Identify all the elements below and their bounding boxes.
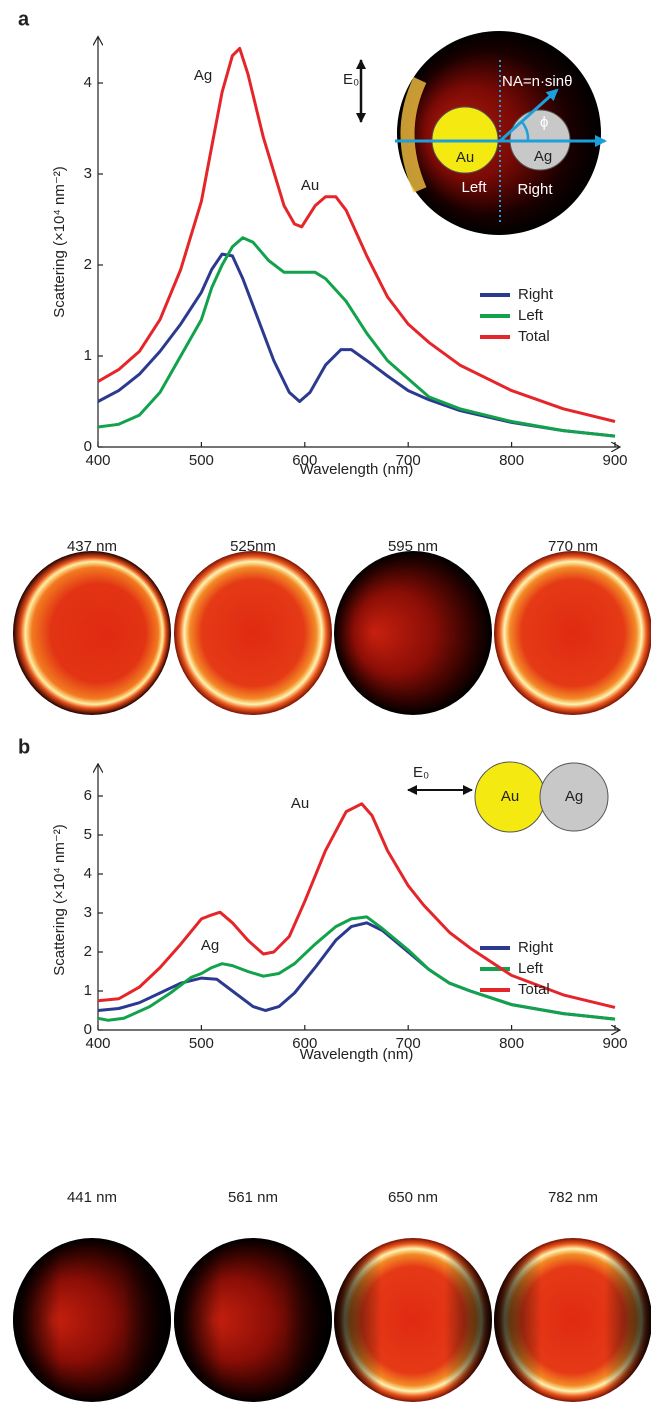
legend-label: Left xyxy=(518,960,544,977)
image-caption: 595 nm xyxy=(388,538,438,555)
annotation: Ag xyxy=(201,937,219,954)
series-line xyxy=(97,252,616,438)
inset-label: Ag xyxy=(534,148,552,165)
panel-label: b xyxy=(18,736,30,758)
x-tick-label: 700 xyxy=(396,452,421,469)
field-image xyxy=(494,551,651,715)
field-image-shade xyxy=(13,1238,171,1402)
legend-label: Total xyxy=(518,328,550,345)
field-image xyxy=(334,551,492,715)
x-tick-label: 900 xyxy=(602,1035,627,1052)
inset-label: E₀ xyxy=(343,71,359,88)
annotation: Au xyxy=(301,177,319,194)
field-image-shade xyxy=(494,1238,651,1402)
inset-label: E₀ xyxy=(413,764,429,781)
y-tick-label: 6 xyxy=(84,787,92,804)
field-image xyxy=(174,551,332,715)
inset-label: NA=n·sinθ xyxy=(502,73,572,90)
series-line xyxy=(97,802,616,1009)
inset-a xyxy=(356,31,607,235)
inset-label: Au xyxy=(501,788,519,805)
y-axis-label: Scattering (×10⁴ nm⁻²) xyxy=(51,166,68,318)
field-image xyxy=(13,551,171,715)
annotation: Au xyxy=(291,795,309,812)
panel-label: a xyxy=(18,8,30,30)
legend-label: Left xyxy=(518,307,544,324)
annotation: Ag xyxy=(194,67,212,84)
inset-label: ϕ xyxy=(540,114,548,131)
image-caption: 650 nm xyxy=(388,1189,438,1206)
y-tick-label: 1 xyxy=(84,347,92,364)
y-tick-label: 2 xyxy=(84,256,92,273)
inset-b xyxy=(407,761,609,833)
field-image-shade xyxy=(174,1238,332,1402)
series-line xyxy=(97,46,616,423)
x-tick-label: 500 xyxy=(189,452,214,469)
x-tick-label: 900 xyxy=(602,452,627,469)
y-tick-label: 5 xyxy=(84,826,92,843)
y-tick-label: 4 xyxy=(84,865,92,882)
x-axis-label: Wavelength (nm) xyxy=(300,461,414,478)
legend-label: Right xyxy=(518,286,554,303)
inset-label: Right xyxy=(517,181,553,198)
field-image-shade xyxy=(334,1238,492,1402)
y-axis-label: Scattering (×10⁴ nm⁻²) xyxy=(51,824,68,976)
image-caption: 441 nm xyxy=(67,1189,117,1206)
y-tick-label: 3 xyxy=(84,165,92,182)
series-line xyxy=(97,915,616,1022)
legend-label: Total xyxy=(518,981,550,998)
inset-label: Au xyxy=(456,149,474,166)
image-caption: 782 nm xyxy=(548,1189,598,1206)
x-tick-label: 600 xyxy=(292,1035,317,1052)
x-tick-label: 800 xyxy=(499,452,524,469)
x-tick-label: 400 xyxy=(85,452,110,469)
x-axis-label: Wavelength (nm) xyxy=(300,1046,414,1063)
inset-label: Left xyxy=(461,179,487,196)
y-tick-label: 1 xyxy=(84,982,92,999)
y-tick-label: 0 xyxy=(84,438,92,455)
series-line xyxy=(97,236,616,438)
y-tick-label: 2 xyxy=(84,943,92,960)
legend-label: Right xyxy=(518,939,554,956)
image-caption: 770 nm xyxy=(548,538,598,555)
y-tick-label: 0 xyxy=(84,1021,92,1038)
y-tick-label: 4 xyxy=(84,74,92,91)
image-caption: 437 nm xyxy=(67,538,117,555)
x-tick-label: 500 xyxy=(189,1035,214,1052)
inset-label: Ag xyxy=(565,788,583,805)
x-tick-label: 400 xyxy=(85,1035,110,1052)
x-tick-label: 700 xyxy=(396,1035,421,1052)
image-caption: 525nm xyxy=(230,538,276,555)
x-tick-label: 800 xyxy=(499,1035,524,1052)
x-tick-label: 600 xyxy=(292,452,317,469)
image-caption: 561 nm xyxy=(228,1189,278,1206)
y-tick-label: 3 xyxy=(84,904,92,921)
